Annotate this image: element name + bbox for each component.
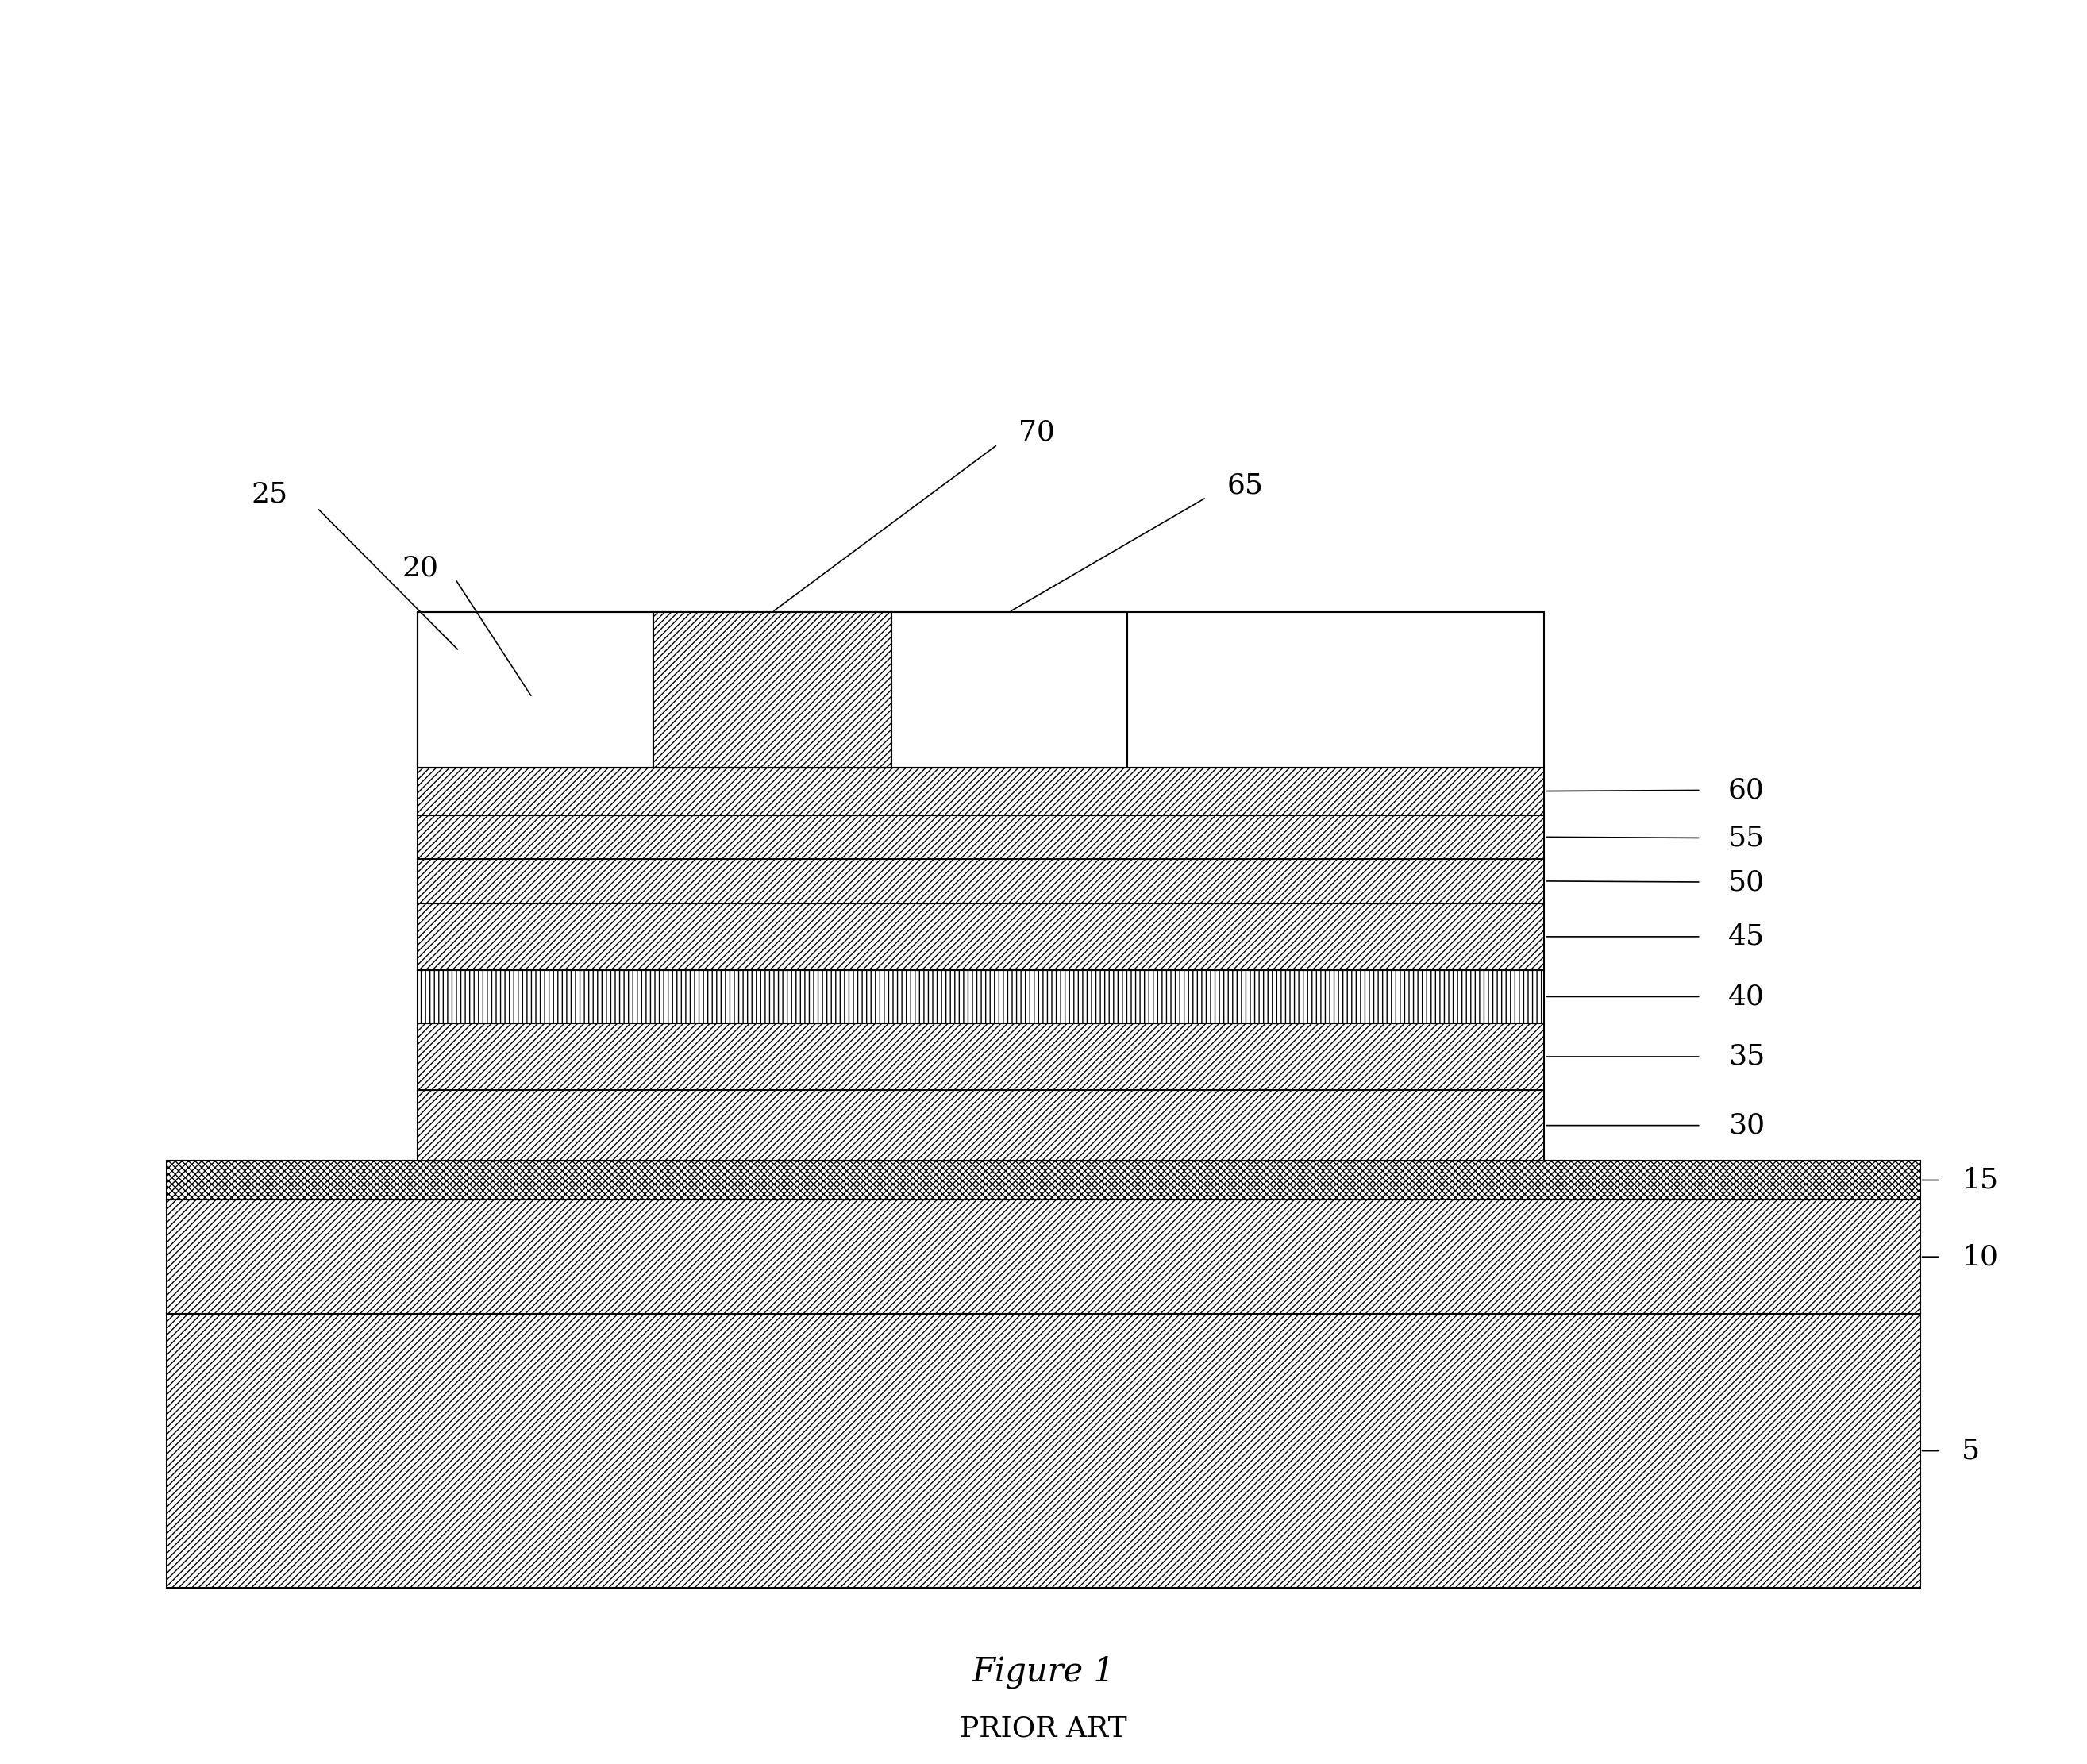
Text: Figure 1: Figure 1 — [973, 1656, 1114, 1688]
Text: 25: 25 — [250, 480, 288, 508]
Bar — [417, 903, 1544, 970]
Bar — [167, 1161, 1920, 1200]
Text: 40: 40 — [1728, 983, 1764, 1011]
Text: 20: 20 — [403, 554, 438, 582]
Text: 70: 70 — [1018, 418, 1054, 446]
Text: PRIOR ART: PRIOR ART — [960, 1715, 1127, 1743]
Bar — [653, 612, 891, 767]
Text: 35: 35 — [1728, 1043, 1766, 1071]
Text: 5: 5 — [1962, 1438, 1981, 1464]
Bar — [417, 970, 1544, 1023]
Bar — [417, 1090, 1544, 1161]
Bar — [417, 815, 1544, 859]
Bar — [417, 1023, 1544, 1090]
Text: 30: 30 — [1728, 1111, 1766, 1140]
Bar — [417, 859, 1544, 903]
Text: 50: 50 — [1728, 868, 1766, 896]
Bar — [417, 612, 1544, 767]
Bar — [167, 1314, 1920, 1588]
Text: 15: 15 — [1962, 1166, 1999, 1194]
Text: 10: 10 — [1962, 1244, 1997, 1270]
Bar — [417, 612, 653, 767]
Text: 60: 60 — [1728, 776, 1764, 804]
Bar — [167, 1200, 1920, 1314]
Text: 55: 55 — [1728, 824, 1766, 852]
Text: 65: 65 — [1227, 471, 1263, 499]
Text: 45: 45 — [1728, 923, 1766, 951]
Bar — [417, 767, 1544, 815]
Bar — [891, 612, 1127, 767]
